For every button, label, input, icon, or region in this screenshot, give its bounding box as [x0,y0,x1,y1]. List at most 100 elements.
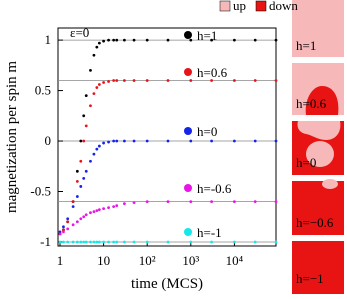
data-point [75,180,79,183]
data-point [210,240,213,244]
data-point [253,139,257,143]
data-point [95,45,99,49]
data-point [122,240,126,244]
y-axis-label: magnetization per spin m [4,61,20,213]
data-point [75,195,79,198]
data-point [66,240,70,244]
data-point [84,94,88,98]
legend-swatch [219,0,231,12]
x-tick-label: 10³ [182,253,199,268]
data-point [58,240,62,244]
legend-marker [184,31,192,39]
data-point [107,38,110,42]
data-point [132,139,136,143]
data-point [253,38,257,42]
data-point [102,39,105,43]
data-point [97,41,101,45]
data-point [166,200,170,203]
data-point [84,124,88,128]
data-point [89,159,92,163]
data-point [89,104,92,108]
data-point [79,217,83,221]
data-point [166,240,170,244]
snapshot-panel [292,241,344,294]
data-point [112,240,116,244]
data-point [189,38,193,42]
y-tick-label: -1 [40,234,51,249]
data-point [232,79,236,82]
snapshot-domain [322,179,338,189]
x-tick-label: 1 [57,253,64,268]
data-point [82,176,86,180]
data-point [66,227,70,231]
y-tick-label: 0 [45,133,52,148]
data-point [166,79,170,82]
data-point [210,38,213,42]
annotation: ε=0 [70,25,89,40]
snapshot-label: h=−0.6 [296,215,334,230]
data-point [95,209,99,213]
data-point [274,79,278,82]
data-point [71,205,75,209]
data-point [84,169,88,173]
data-point [79,139,83,143]
data-point [189,79,193,82]
data-point [95,86,99,89]
data-point [82,240,86,244]
data-point [95,147,99,151]
data-point [132,201,136,205]
legend-swatch [255,0,267,12]
snapshot-label: h=0.6 [296,96,327,111]
data-point [71,223,75,227]
legend-marker [184,228,192,236]
legend-label: h=0 [197,124,217,139]
data-point [232,139,236,143]
x-tick-label: 10⁴ [226,253,244,268]
data-point [122,38,126,42]
data-point [166,139,170,143]
data-point [132,240,136,244]
data-point [89,68,92,72]
data-point [102,207,105,211]
y-tick-label: 0.5 [35,83,51,98]
data-point [115,139,119,143]
data-point [274,200,278,203]
data-point [62,240,65,244]
data-point [232,240,236,244]
data-point [145,38,149,42]
data-point [89,240,92,244]
data-point [102,240,105,244]
data-point [92,152,96,156]
data-point [97,144,101,148]
data-point [79,159,83,163]
data-point [82,139,86,143]
data-point [102,141,105,145]
data-point [132,38,136,42]
data-point [62,230,65,234]
data-point [66,220,70,224]
data-point [274,38,278,42]
x-axis-label: time (MCS) [131,276,203,292]
legend-label: h=-0.6 [197,181,232,196]
legend-label: h=0.6 [197,65,228,80]
snapshot-panel [292,0,344,57]
data-point [232,38,236,42]
data-point [112,38,116,42]
data-point [66,217,70,221]
data-point [79,240,83,244]
data-point [82,114,86,118]
snapshot-label: h=0 [296,155,316,170]
data-point [79,185,83,188]
data-point [107,206,110,210]
data-point [122,202,126,206]
snapshots: h=1 h=0.6 h=0 h=−0.6 h=−1 [292,0,344,294]
data-point [95,240,99,244]
data-point [84,240,88,244]
data-point [274,240,278,244]
data-point [71,240,75,244]
data-point [115,79,119,82]
data-point [112,139,116,143]
data-point [253,79,257,82]
x-tick-label: 10² [139,253,156,268]
